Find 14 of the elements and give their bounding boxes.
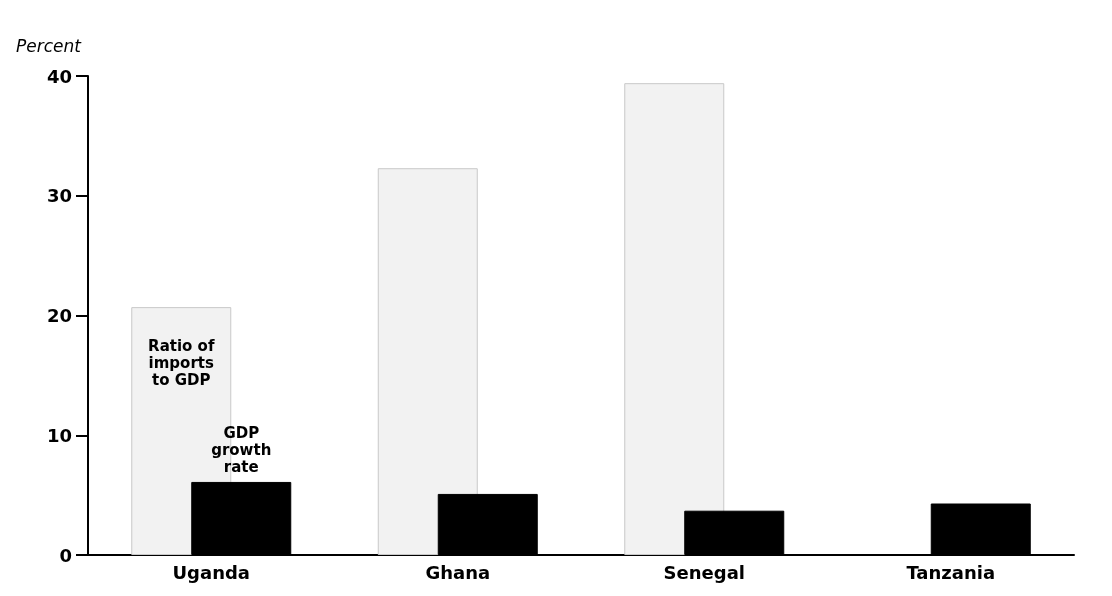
y-axis-title: Percent [16, 35, 83, 56]
x-tick-label: Senegal [663, 561, 745, 583]
y-tick-label: 20 [46, 305, 72, 326]
bar [377, 168, 478, 555]
series-label: Ratio of imports to GDP [148, 336, 215, 389]
series-label: GDP growth rate [211, 424, 272, 477]
x-tick-label: Ghana [425, 561, 491, 583]
x-tick-label: Tanzania [906, 561, 996, 583]
x-tick-label: Uganda [172, 561, 250, 583]
y-tick-label: 40 [46, 65, 72, 87]
y-tick-label: 30 [46, 185, 72, 207]
y-tick-label: 10 [46, 424, 72, 446]
y-tick-label: 0 [59, 544, 72, 566]
bar [624, 83, 725, 555]
